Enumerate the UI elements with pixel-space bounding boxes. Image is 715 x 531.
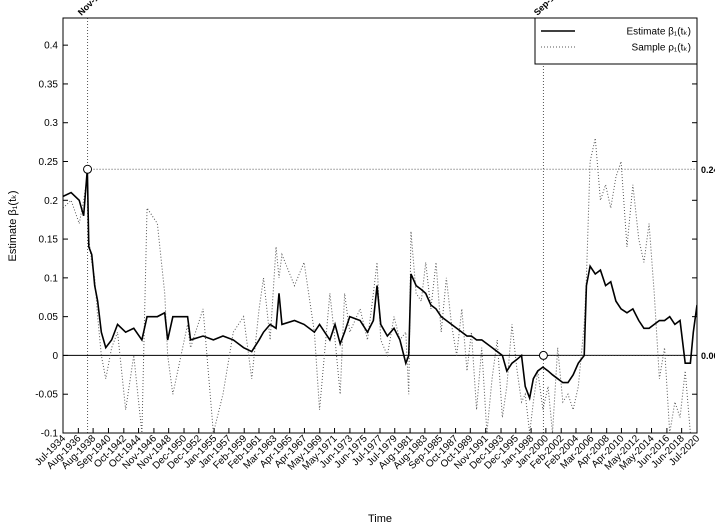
y-tick-label: 0.05 — [39, 312, 59, 323]
plot-area — [63, 138, 697, 433]
marker-x-label: Nov-1937 — [76, 0, 111, 17]
marker-y-label: 0.00 — [701, 351, 715, 361]
marker-point — [538, 350, 548, 360]
y-tick-label: 0.4 — [44, 41, 58, 52]
x-axis-label: Time — [368, 513, 392, 525]
y-tick-label: 0.25 — [39, 157, 59, 168]
y-tick-label: 0 — [52, 351, 58, 362]
y-tick-label: 0.3 — [44, 118, 58, 129]
y-tick-label: -0.05 — [35, 390, 58, 401]
plot-frame — [62, 17, 698, 434]
y-tick-label: 0.35 — [39, 79, 59, 90]
y-tick-label: 0.1 — [44, 273, 58, 284]
legend-label: Estimate β₁(tₖ) — [626, 27, 691, 38]
legend-label: Sample ρ₁(tₖ) — [632, 43, 691, 54]
y-axis-label: Estimate β₁(tₖ) — [7, 191, 19, 262]
legend-box — [534, 17, 698, 65]
y-tick-label: 0.2 — [44, 196, 58, 207]
marker-x-label: Sep-1999 — [532, 0, 567, 17]
y-tick-label: -0.1 — [41, 429, 59, 440]
y-tick-label: 0.15 — [39, 235, 59, 246]
marker-y-label: 0.24 — [701, 165, 715, 175]
marker-point — [83, 164, 93, 174]
series-line — [63, 138, 697, 433]
series-line — [63, 169, 697, 402]
